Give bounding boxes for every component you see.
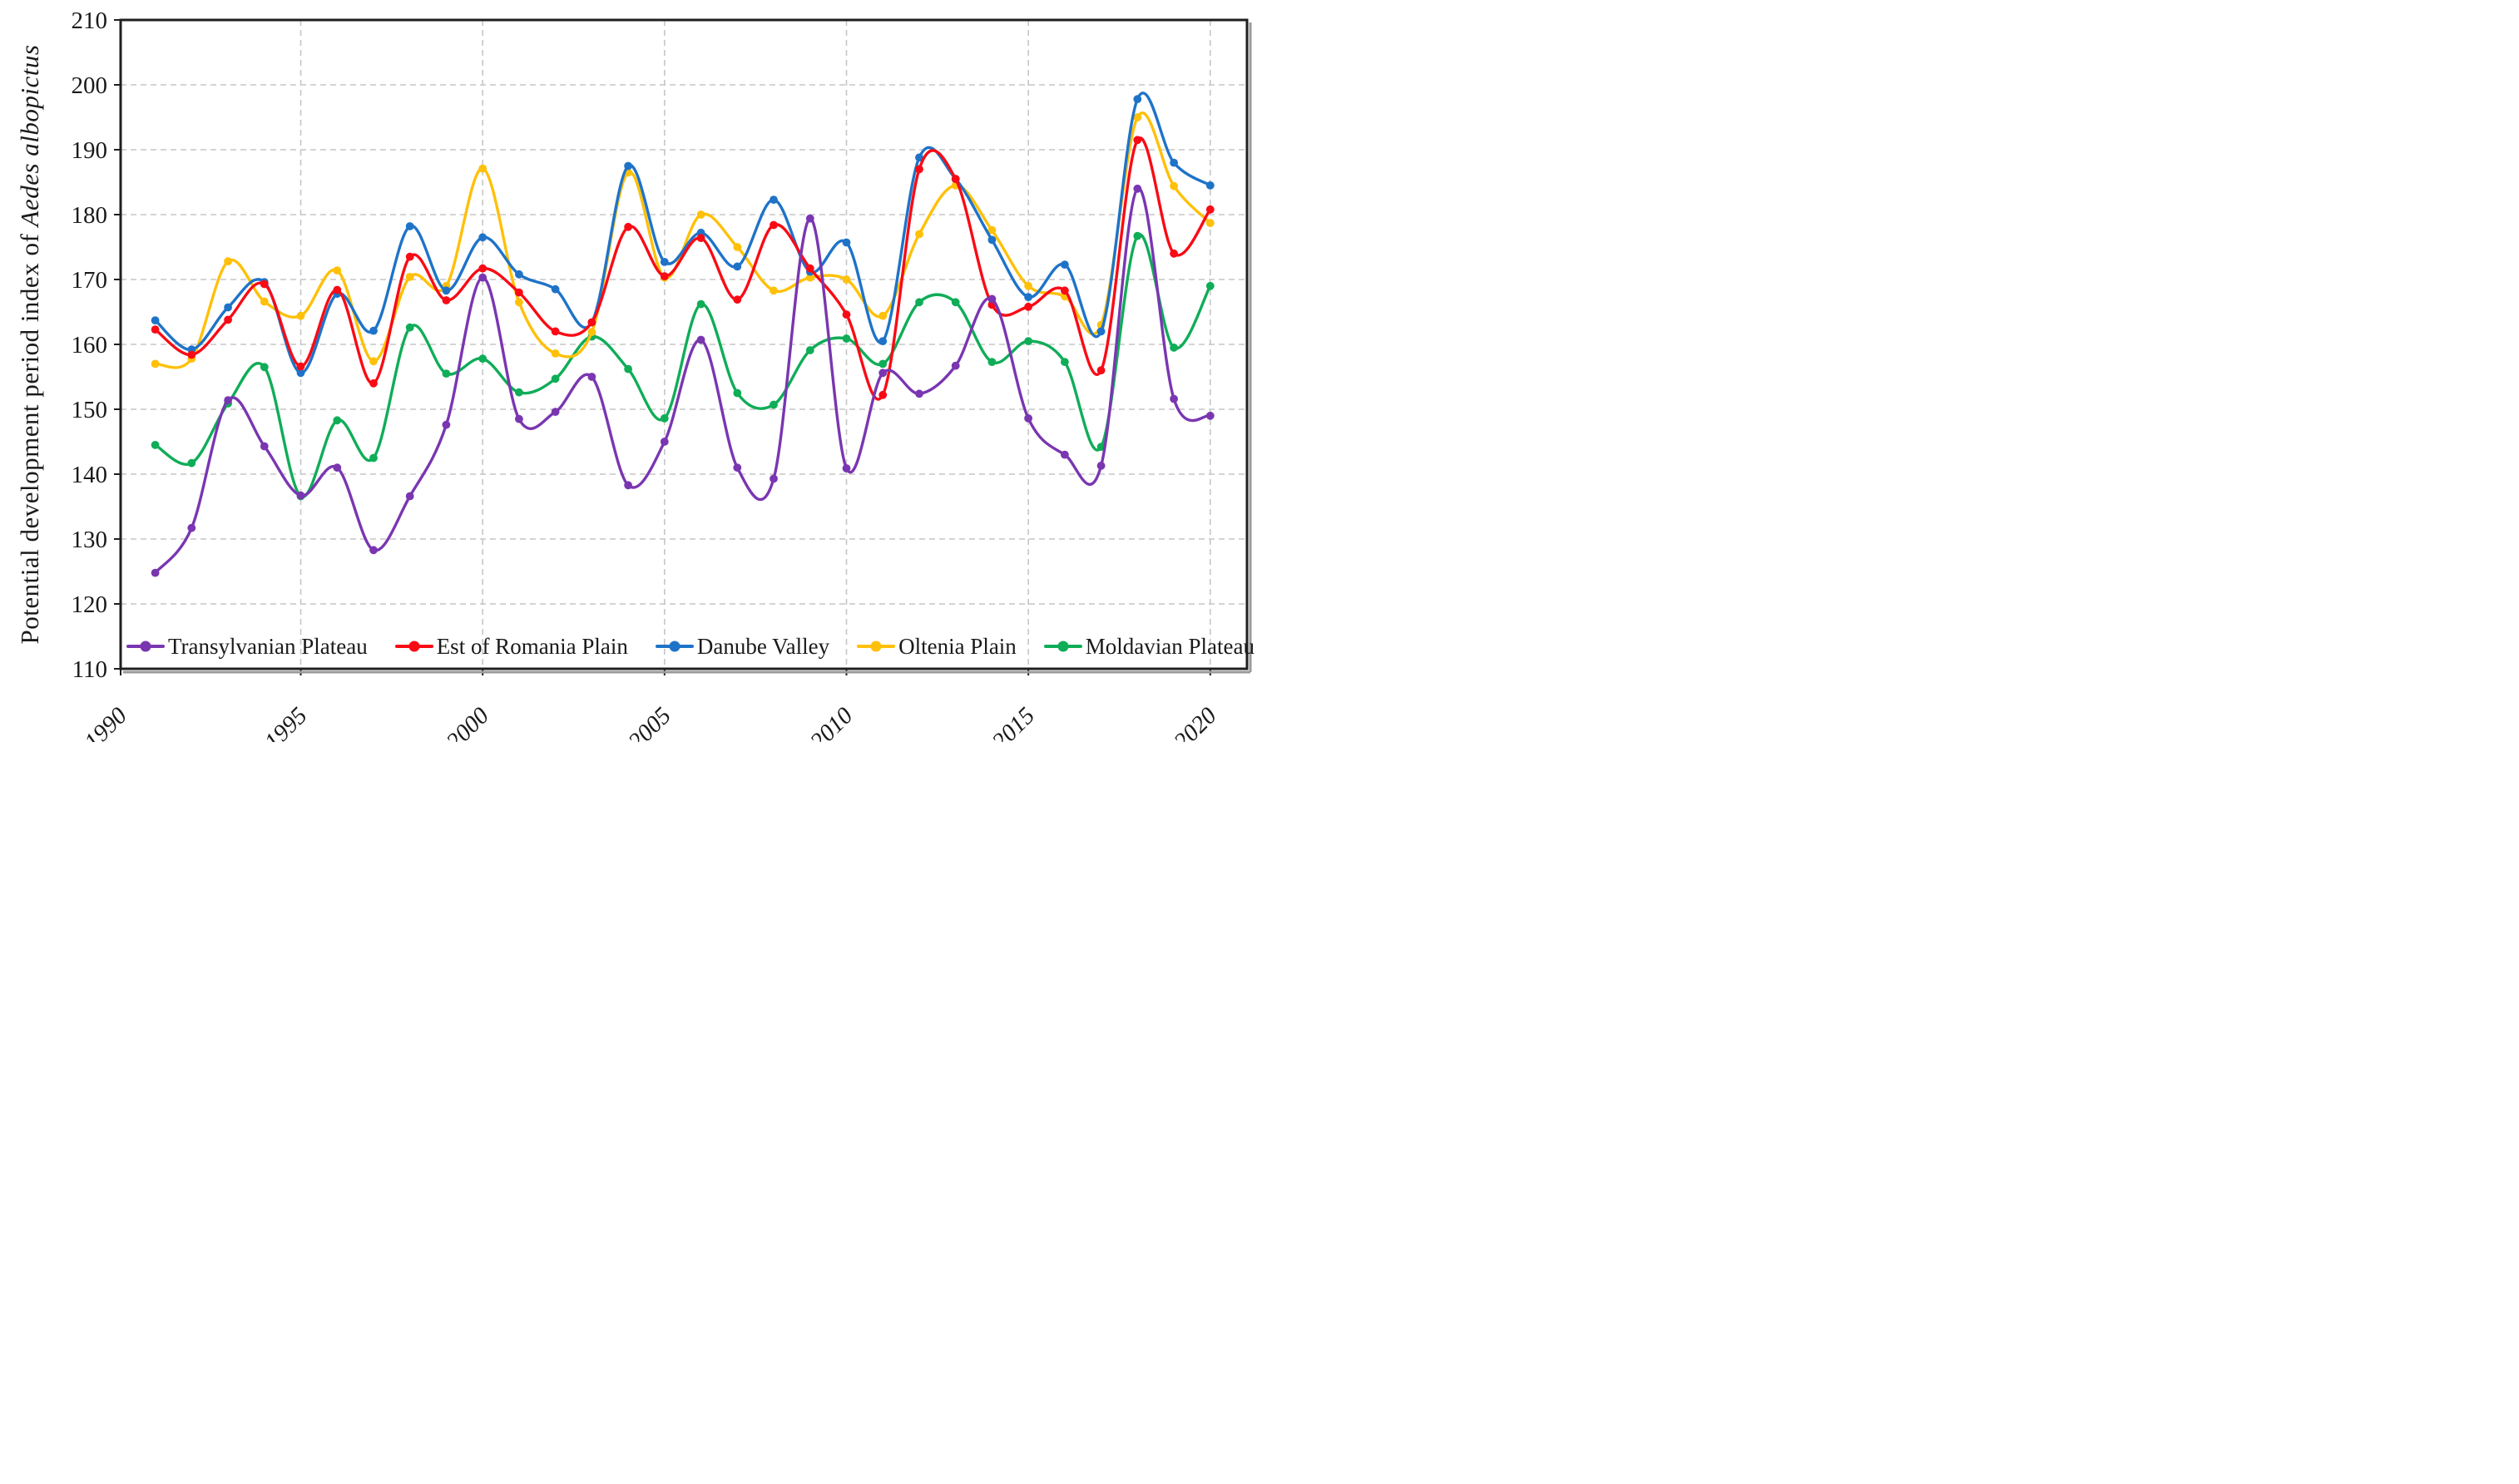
y-tick-label: 150: [72, 397, 108, 423]
y-tick-label: 200: [72, 72, 108, 99]
axis-ticks-and-labels: 110 120 130 140 150 160 170 180 190 200 210 1990 199…: [72, 7, 1223, 742]
series-moldavian-plateau: [151, 231, 1215, 501]
x-tick-label: 2005: [623, 702, 676, 742]
chart-figure: Potential development period index of Ae…: [0, 0, 1260, 742]
y-tick-label: 110: [72, 656, 107, 683]
x-tick-label: 1990: [79, 702, 132, 742]
y-tick-label: 210: [72, 7, 108, 34]
x-tick-label: 1995: [260, 702, 313, 742]
y-tick-label: 130: [72, 527, 108, 553]
y-tick-label: 180: [72, 202, 108, 229]
x-tick-label: 2000: [441, 702, 494, 742]
series-oltenia-plain: [151, 111, 1215, 369]
y-tick-label: 160: [72, 332, 108, 359]
x-tick-label: 2015: [987, 702, 1040, 742]
series-danube-valley: [151, 92, 1215, 378]
y-tick-label: 140: [72, 462, 108, 488]
plot-border: [119, 18, 1249, 670]
y-tick-label: 120: [72, 591, 108, 618]
x-tick-label: 2020: [1169, 702, 1222, 742]
y-tick-label: 190: [72, 137, 108, 164]
x-tick-label: 2010: [805, 702, 859, 742]
y-tick-label: 170: [72, 267, 108, 294]
line-chart: 110 120 130 140 150 160 170 180 190 200 210 1990 199…: [72, 7, 1252, 742]
series-est-of-romania-plain: [151, 136, 1215, 401]
series-transylvanian-plateau: [151, 184, 1215, 577]
gridlines: [121, 20, 1247, 669]
